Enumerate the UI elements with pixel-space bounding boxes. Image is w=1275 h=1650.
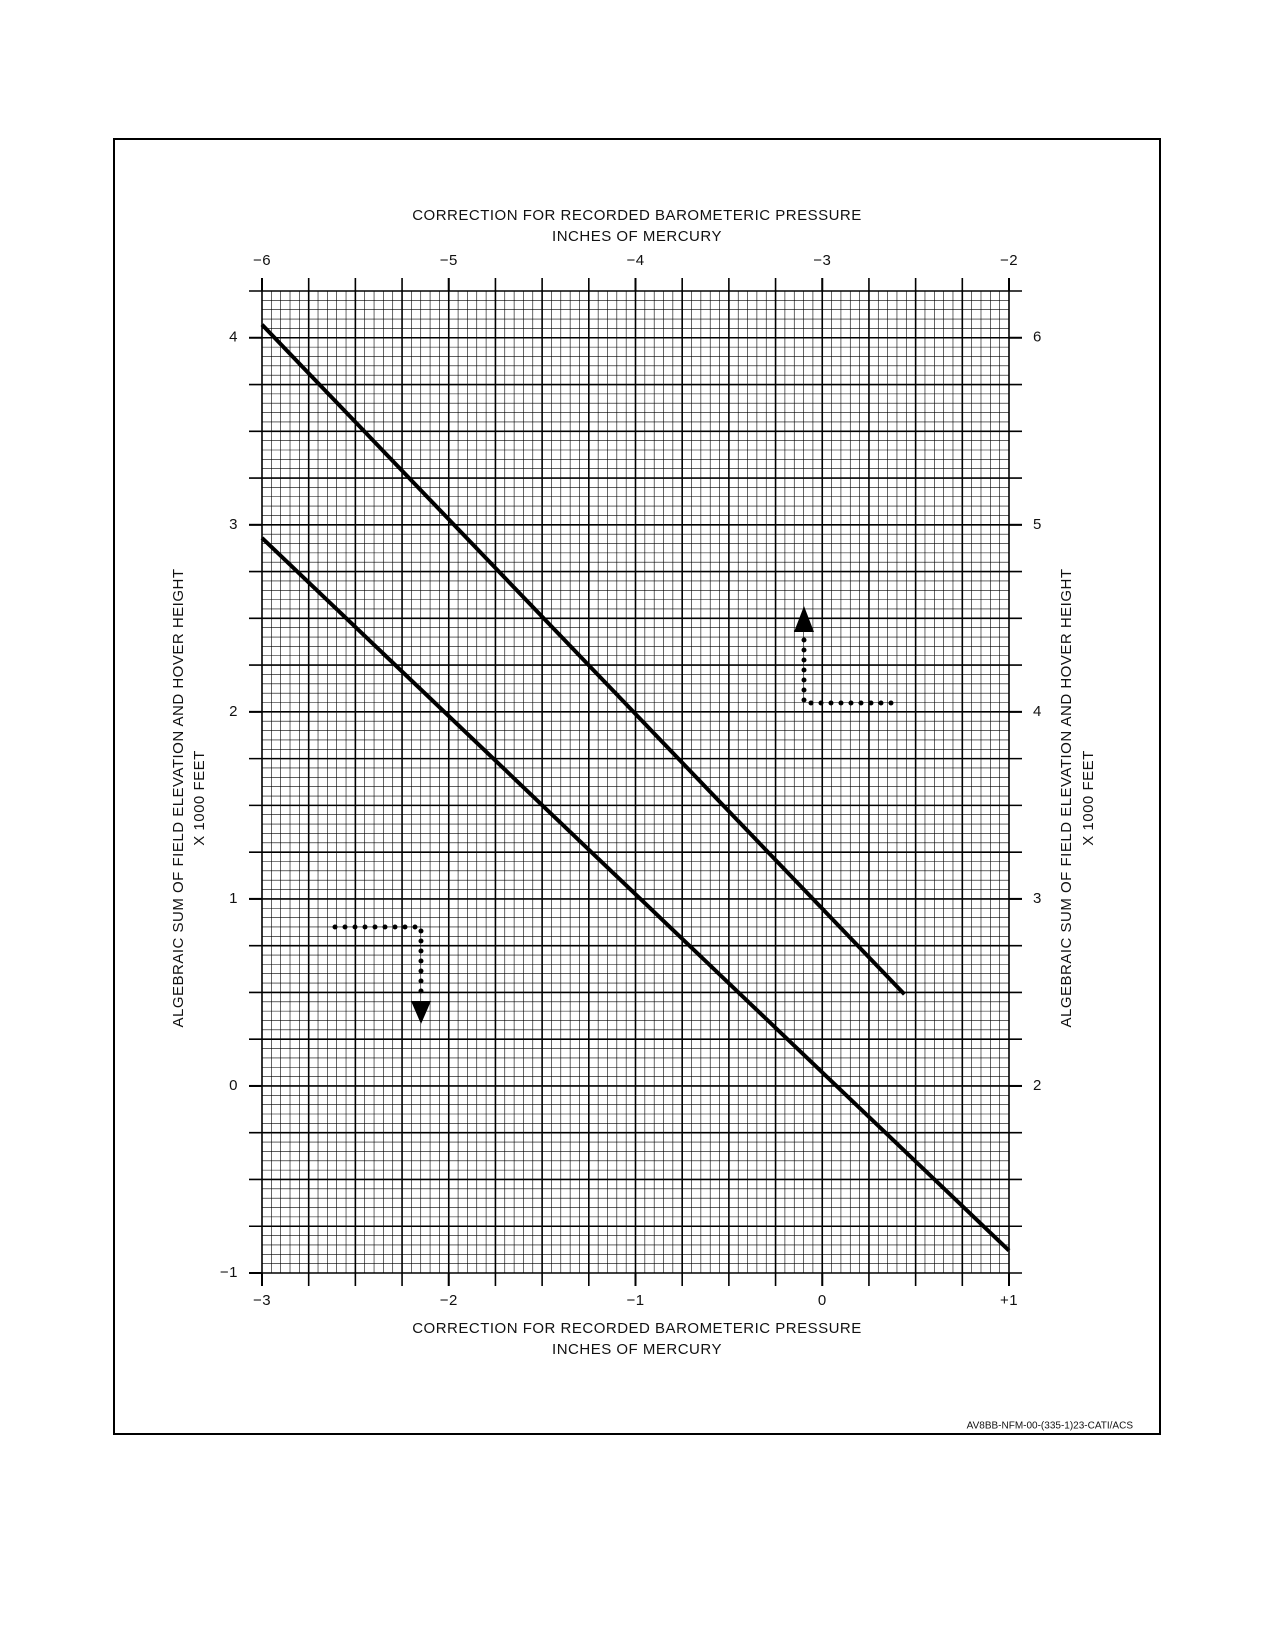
guide-arrow (332, 924, 431, 1024)
guide-arrow (794, 606, 894, 706)
left-axis-title: ALGEBRAIC SUM OF FIELD ELEVATION AND HOV… (170, 568, 187, 1027)
y2-tick-label: 4 (1033, 703, 1042, 720)
bottom-axis-title: INCHES OF MERCURY (552, 1341, 722, 1358)
x-tick-label: −1 (626, 1292, 644, 1309)
y-tick-label: −1 (220, 1264, 238, 1281)
frame (113, 138, 1161, 1435)
top-axis-title: CORRECTION FOR RECORDED BAROMETERIC PRES… (412, 207, 862, 224)
y2-tick-label: 2 (1033, 1077, 1042, 1094)
x2-tick-label: −6 (253, 252, 271, 269)
x-tick-label: +1 (1000, 1292, 1018, 1309)
series-line (260, 323, 906, 996)
y-tick-label: 3 (229, 516, 238, 533)
x2-tick-label: −4 (626, 252, 644, 269)
y2-tick-label: 3 (1033, 890, 1042, 907)
x-tick-label: 0 (818, 1292, 827, 1309)
x2-tick-label: −5 (440, 252, 458, 269)
x-tick-label: −2 (440, 1292, 458, 1309)
y-tick-label: 2 (229, 703, 238, 720)
right-axis-title: ALGEBRAIC SUM OF FIELD ELEVATION AND HOV… (1058, 568, 1075, 1027)
x2-tick-label: −3 (813, 252, 831, 269)
y-tick-label: 4 (229, 329, 238, 346)
right-axis-title: X 1000 FEET (1080, 750, 1097, 846)
x-tick-label: −3 (253, 1292, 271, 1309)
y2-tick-label: 5 (1033, 516, 1042, 533)
top-axis-title: INCHES OF MERCURY (552, 228, 722, 245)
series-line (260, 536, 1011, 1252)
y-tick-label: 1 (229, 890, 238, 907)
lines (260, 323, 1011, 1252)
left-axis-title: X 1000 FEET (191, 750, 208, 846)
source-note: AV8BB-NFM-00-(335-1)23-CATI/ACS (967, 1421, 1134, 1432)
x2-tick-label: −2 (1000, 252, 1018, 269)
y2-tick-label: 6 (1033, 329, 1042, 346)
y-tick-label: 0 (229, 1077, 238, 1094)
bottom-axis-title: CORRECTION FOR RECORDED BAROMETERIC PRES… (412, 1320, 862, 1337)
